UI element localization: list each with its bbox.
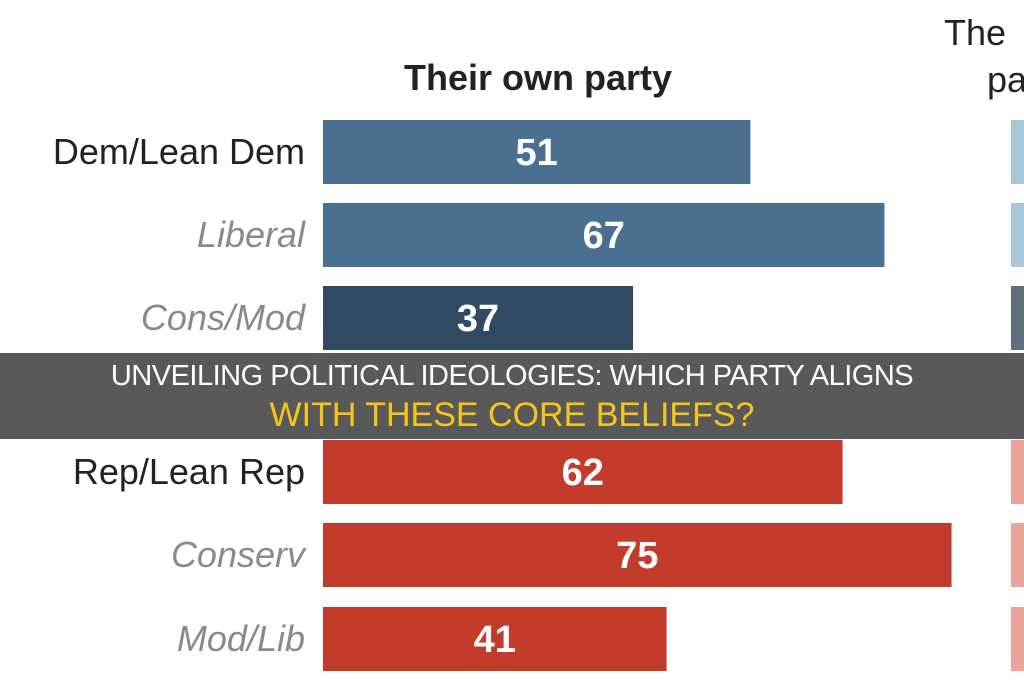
- second-panel-title-line2: pa: [987, 59, 1024, 100]
- bar: [323, 523, 952, 587]
- category-label: Dem/Lean Dem: [53, 131, 305, 172]
- bar-value-label: 75: [616, 535, 658, 577]
- bar: [323, 286, 634, 350]
- bar-value-label: 62: [562, 452, 604, 494]
- bar-value-label: 41: [474, 619, 516, 661]
- category-label: Conserv: [171, 534, 307, 575]
- title-banner: UNVEILING POLITICAL IDEOLOGIES: WHICH PA…: [0, 353, 1024, 439]
- category-label: Rep/Lean Rep: [73, 451, 305, 492]
- bar-value-label: 51: [516, 132, 558, 174]
- bar: [323, 607, 667, 671]
- second-panel-bar: [1011, 440, 1024, 504]
- second-panel-bar: [1011, 286, 1024, 350]
- category-label: Cons/Mod: [141, 297, 306, 338]
- bar-value-label: 67: [583, 215, 625, 257]
- second-panel-bar: [1011, 120, 1024, 184]
- bar: [323, 203, 885, 267]
- bar-value-label: 37: [457, 298, 499, 340]
- category-label: Mod/Lib: [177, 618, 305, 659]
- chart-title: Their own party: [404, 57, 672, 98]
- banner-line-1: UNVEILING POLITICAL IDEOLOGIES: WHICH PA…: [110, 360, 914, 392]
- bar: [323, 440, 843, 504]
- second-panel-bar: [1011, 203, 1024, 267]
- second-panel-title-line1: The: [944, 12, 1006, 53]
- banner-line-2: WITH THESE CORE BELIEFS?: [269, 396, 755, 434]
- category-label: Liberal: [197, 214, 306, 255]
- second-panel-bar: [1011, 607, 1024, 671]
- bar: [323, 120, 751, 184]
- second-panel-bar: [1011, 523, 1024, 587]
